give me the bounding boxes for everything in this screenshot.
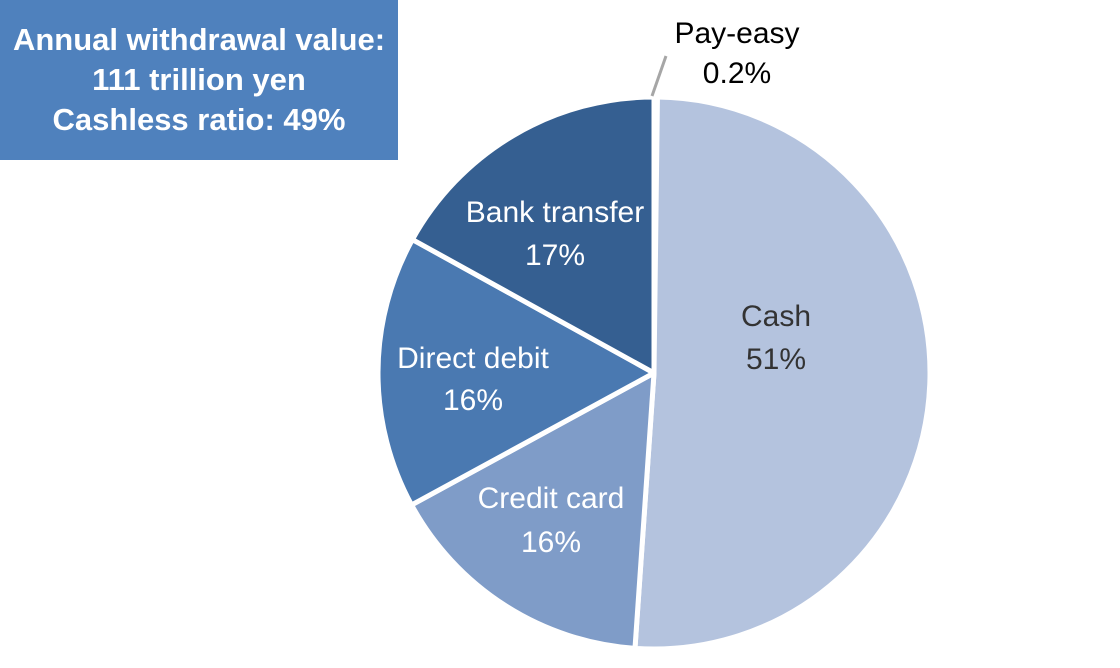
pie-slice-bank-transfer [409, 94, 657, 376]
label-direct-debit: Direct debit [397, 342, 549, 375]
pie-slice-cash [632, 94, 933, 652]
value-cash: 51% [746, 343, 806, 376]
summary-line-withdrawal: Annual withdrawal value: [12, 22, 386, 57]
label-cash: Cash [741, 300, 811, 333]
pie-slice-direct-debit [375, 237, 657, 508]
summary-line-value: 111 trillion yen [92, 62, 306, 97]
label-bank-transfer: Bank transfer [466, 196, 644, 229]
pay-easy-leader-line [650, 55, 668, 97]
label-credit-card: Credit card [478, 482, 625, 515]
value-direct-debit: 16% [443, 384, 503, 417]
pie-slice-credit-card [409, 370, 657, 651]
value-credit-card: 16% [521, 526, 581, 559]
value-bank-transfer: 17% [525, 239, 585, 272]
summary-line-cashless: Cashless ratio: 49% [52, 102, 346, 137]
label-pay-easy: Pay-easy [674, 17, 799, 50]
summary-box: Annual withdrawal value: 111 trillion ye… [0, 0, 398, 160]
value-pay-easy: 0.2% [703, 57, 771, 90]
